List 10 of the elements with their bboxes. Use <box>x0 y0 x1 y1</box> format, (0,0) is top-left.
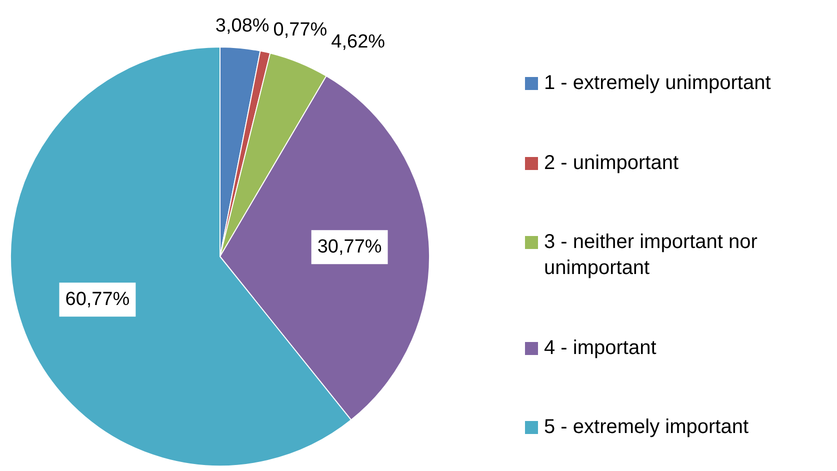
legend-label: 1 - extremely unimportant <box>544 71 771 96</box>
legend-label: 4 - important <box>544 336 656 360</box>
data-label: 4,62% <box>331 31 386 52</box>
data-label: 30,77% <box>317 236 382 258</box>
data-label: 3,08% <box>215 15 270 36</box>
data-label: 0,77% <box>273 20 328 41</box>
legend-label: 3 - neither important nor unimportant <box>544 230 758 281</box>
legend-label: 5 - extremely important <box>544 415 749 440</box>
data-label: 60,77% <box>65 288 130 310</box>
legend-label: 2 - unimportant <box>544 150 679 176</box>
